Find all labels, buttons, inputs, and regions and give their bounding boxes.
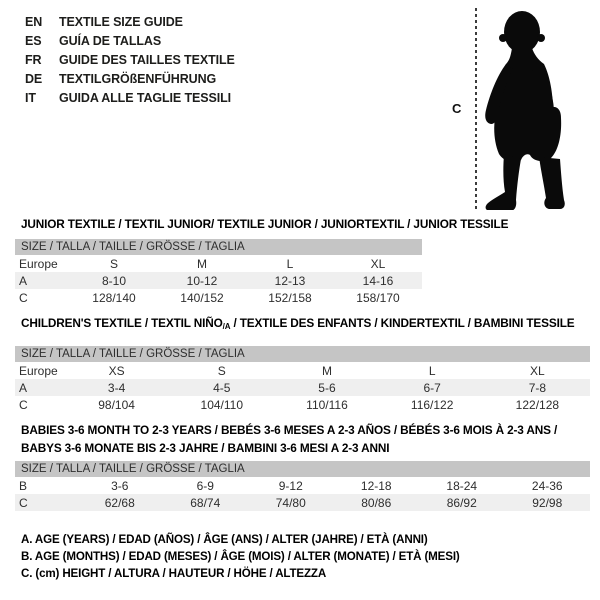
size-cell: 98/104 xyxy=(98,397,135,412)
language-code: DE xyxy=(25,72,43,86)
size-cell: 128/140 xyxy=(92,290,136,305)
children-section-heading: CHILDREN'S TEXTILE / TEXTIL NIÑO/A / TEX… xyxy=(21,316,575,331)
size-cell: 6-7 xyxy=(423,380,441,395)
size-cell: 80/86 xyxy=(361,495,392,510)
language-row: EN TEXTILE SIZE GUIDE xyxy=(25,13,235,32)
row-label: C xyxy=(19,495,28,510)
size-cell: S xyxy=(217,363,226,378)
size-cell: 86/92 xyxy=(446,495,477,510)
table-row: Europe XS S M L XL xyxy=(15,362,590,379)
table-row: A 3-4 4-5 5-6 6-7 7-8 xyxy=(15,379,590,396)
footnotes: A. AGE (YEARS) / EDAD (AÑOS) / ÂGE (ANS)… xyxy=(21,531,460,583)
language-title-list: EN TEXTILE SIZE GUIDE ES GUÍA DE TALLAS … xyxy=(25,13,235,108)
children-size-table: SIZE / TALLA / TAILLE / GRÖSSE / TAGLIA … xyxy=(15,346,590,413)
table-row: A 8-10 10-12 12-13 14-16 xyxy=(15,272,422,289)
table-row: B 3-6 6-9 9-12 12-18 18-24 24-36 xyxy=(15,477,590,494)
height-marker-label: C xyxy=(452,101,462,116)
size-cell: 4-5 xyxy=(213,380,231,395)
size-cell: 62/68 xyxy=(104,495,135,510)
height-dotted-line xyxy=(475,8,477,210)
size-cell: 6-9 xyxy=(196,478,214,493)
language-code: IT xyxy=(25,91,36,105)
size-cell: S xyxy=(109,256,118,271)
babies-heading-line1: BABIES 3-6 MONTH TO 2-3 YEARS / BEBÉS 3-… xyxy=(21,423,558,437)
size-cell: 10-12 xyxy=(186,273,218,288)
size-cell: 110/116 xyxy=(306,397,348,412)
size-cell: 122/128 xyxy=(515,397,560,412)
table-row: C 128/140 140/152 152/158 158/170 xyxy=(15,289,422,306)
size-cell: L xyxy=(428,363,436,378)
language-title: GUIDA ALLE TAGLIE TESSILI xyxy=(59,91,232,105)
size-cell: 74/80 xyxy=(275,495,306,510)
size-cell: 116/122 xyxy=(410,397,454,412)
size-cell: M xyxy=(321,363,332,378)
size-cell: 92/98 xyxy=(532,495,563,510)
size-cell: 18-24 xyxy=(446,478,478,493)
row-label: C xyxy=(19,397,28,412)
size-cell: 8-10 xyxy=(101,273,127,288)
row-label: B xyxy=(19,478,28,493)
language-code: FR xyxy=(25,53,42,67)
size-cell: 24-36 xyxy=(531,478,563,493)
size-cell: 3-6 xyxy=(111,478,129,493)
table-row: C 62/68 68/74 74/80 80/86 86/92 92/98 xyxy=(15,494,590,511)
size-cell: 152/158 xyxy=(268,290,312,305)
children-heading-text: CHILDREN'S TEXTILE / TEXTIL NIÑO xyxy=(21,316,223,330)
footnote: B. AGE (MONTHS) / EDAD (MESES) / ÂGE (MO… xyxy=(21,550,460,564)
language-code: EN xyxy=(25,15,43,29)
size-cell: 68/74 xyxy=(190,495,221,510)
row-label: Europe xyxy=(19,256,58,271)
language-title: TEXTILGRÖßENFÜHRUNG xyxy=(59,72,217,86)
children-heading-subscript: /A xyxy=(222,322,231,331)
language-row: IT GUIDA ALLE TAGLIE TESSILI xyxy=(25,89,235,108)
size-cell: L xyxy=(286,256,294,271)
language-title: GUÍA DE TALLAS xyxy=(59,34,162,48)
row-label: A xyxy=(19,380,28,395)
size-header-bar: SIZE / TALLA / TAILLE / GRÖSSE / TAGLIA xyxy=(15,461,590,477)
row-label: A xyxy=(19,273,28,288)
footnote: C. (cm) HEIGHT / ALTURA / HAUTEUR / HÖHE… xyxy=(21,567,327,581)
table-row: Europe S M L XL xyxy=(15,255,422,272)
language-row: DE TEXTILGRÖßENFÜHRUNG xyxy=(25,70,235,89)
size-cell: 158/170 xyxy=(356,290,400,305)
size-cell: 14-16 xyxy=(362,273,394,288)
size-cell: XL xyxy=(530,363,545,378)
language-title: TEXTILE SIZE GUIDE xyxy=(59,15,183,29)
size-cell: 3-4 xyxy=(107,380,126,395)
size-cell: 9-12 xyxy=(278,478,303,493)
row-label: C xyxy=(19,290,28,305)
row-label: Europe xyxy=(19,363,58,378)
size-cell: 104/110 xyxy=(200,397,244,412)
babies-section-heading: BABIES 3-6 MONTH TO 2-3 YEARS / BEBÉS 3-… xyxy=(21,421,557,457)
size-cell: XS xyxy=(108,363,125,378)
babies-size-table: SIZE / TALLA / TAILLE / GRÖSSE / TAGLIA … xyxy=(15,461,590,511)
size-cell: M xyxy=(197,256,207,271)
junior-size-table: SIZE / TALLA / TAILLE / GRÖSSE / TAGLIA … xyxy=(15,239,422,306)
junior-section-heading: JUNIOR TEXTILE / TEXTIL JUNIOR/ TEXTILE … xyxy=(21,217,509,231)
language-row: ES GUÍA DE TALLAS xyxy=(25,32,235,51)
size-cell: 140/152 xyxy=(180,290,224,305)
table-row: C 98/104 104/110 110/116 116/122 122/128 xyxy=(15,396,590,413)
size-cell: 7-8 xyxy=(528,380,547,395)
language-row: FR GUIDE DES TAILLES TEXTILE xyxy=(25,51,235,70)
size-header-bar: SIZE / TALLA / TAILLE / GRÖSSE / TAGLIA xyxy=(15,346,590,362)
size-cell: 12-18 xyxy=(360,478,392,493)
babies-heading-line2: BABYS 3-6 MONATE BIS 2-3 JAHRE / BAMBINI… xyxy=(21,441,390,455)
footnote: A. AGE (YEARS) / EDAD (AÑOS) / ÂGE (ANS)… xyxy=(21,533,428,546)
size-header-bar: SIZE / TALLA / TAILLE / GRÖSSE / TAGLIA xyxy=(15,239,422,255)
baby-silhouette-icon xyxy=(485,11,565,210)
language-title: GUIDE DES TAILLES TEXTILE xyxy=(59,53,235,67)
size-cell: 5-6 xyxy=(318,380,336,395)
size-cell: 12-13 xyxy=(274,273,306,288)
language-code: ES xyxy=(25,34,42,48)
children-heading-text: / TEXTILE DES ENFANTS / KINDERTEXTIL / B… xyxy=(230,316,575,330)
size-cell: XL xyxy=(370,256,386,271)
